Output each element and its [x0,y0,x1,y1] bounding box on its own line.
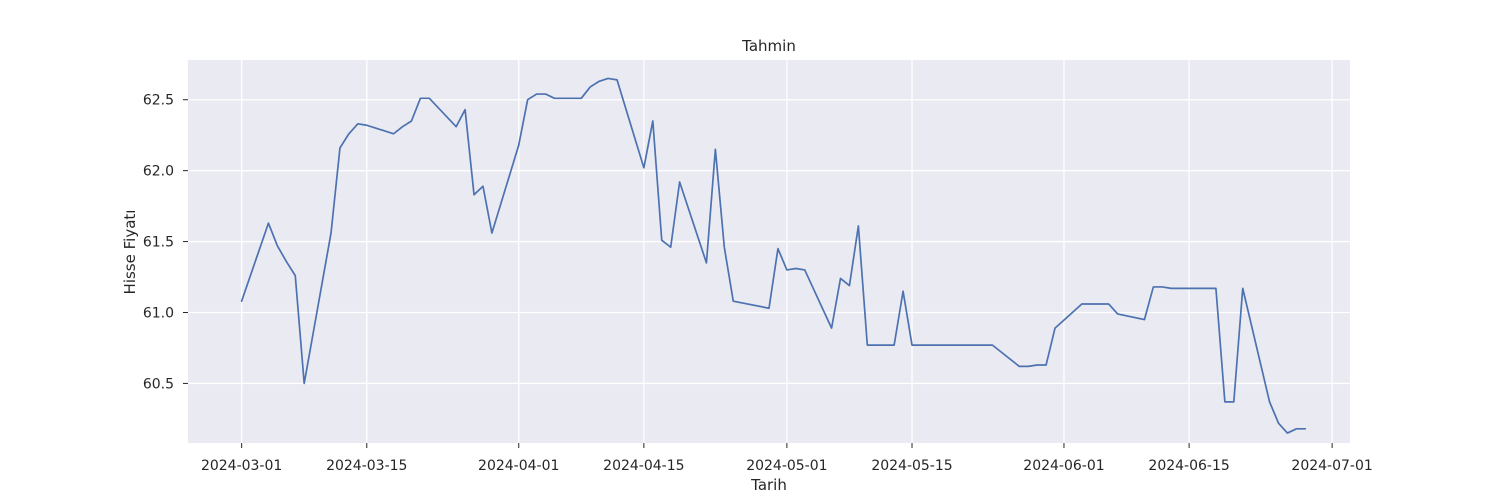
x-tick-label: 2024-06-15 [1148,458,1229,474]
series-line-group [240,77,1307,434]
x-tick-label: 2024-05-15 [871,458,952,474]
x-tick-label: 2024-07-01 [1291,458,1372,474]
tick-labels: 60.5 61.0 61.5 62.0 62.5 2024-03-01 2024-03-15… [143,93,1373,474]
y-tick-label: 62.0 [143,164,174,180]
x-tick-label: 2024-03-15 [326,458,407,474]
chart-title: Tahmin [741,37,796,55]
grid-lines [188,60,1350,443]
y-tick-label: 61.5 [143,235,174,251]
y-tick-label: 62.5 [143,93,174,109]
y-axis-label: Hisse Fiyatı [121,210,139,295]
x-tick-label: 2024-04-15 [603,458,684,474]
x-tick-label: 2024-04-01 [478,458,559,474]
x-tick-label: 2024-03-01 [201,458,282,474]
x-tick-label: 2024-06-01 [1023,458,1104,474]
y-tick-label: 61.0 [143,305,174,321]
y-tick-label: 60.5 [143,376,174,392]
plot-area [188,60,1350,443]
x-axis-label: Tarih [750,476,787,494]
x-tick-label: 2024-05-01 [746,458,827,474]
